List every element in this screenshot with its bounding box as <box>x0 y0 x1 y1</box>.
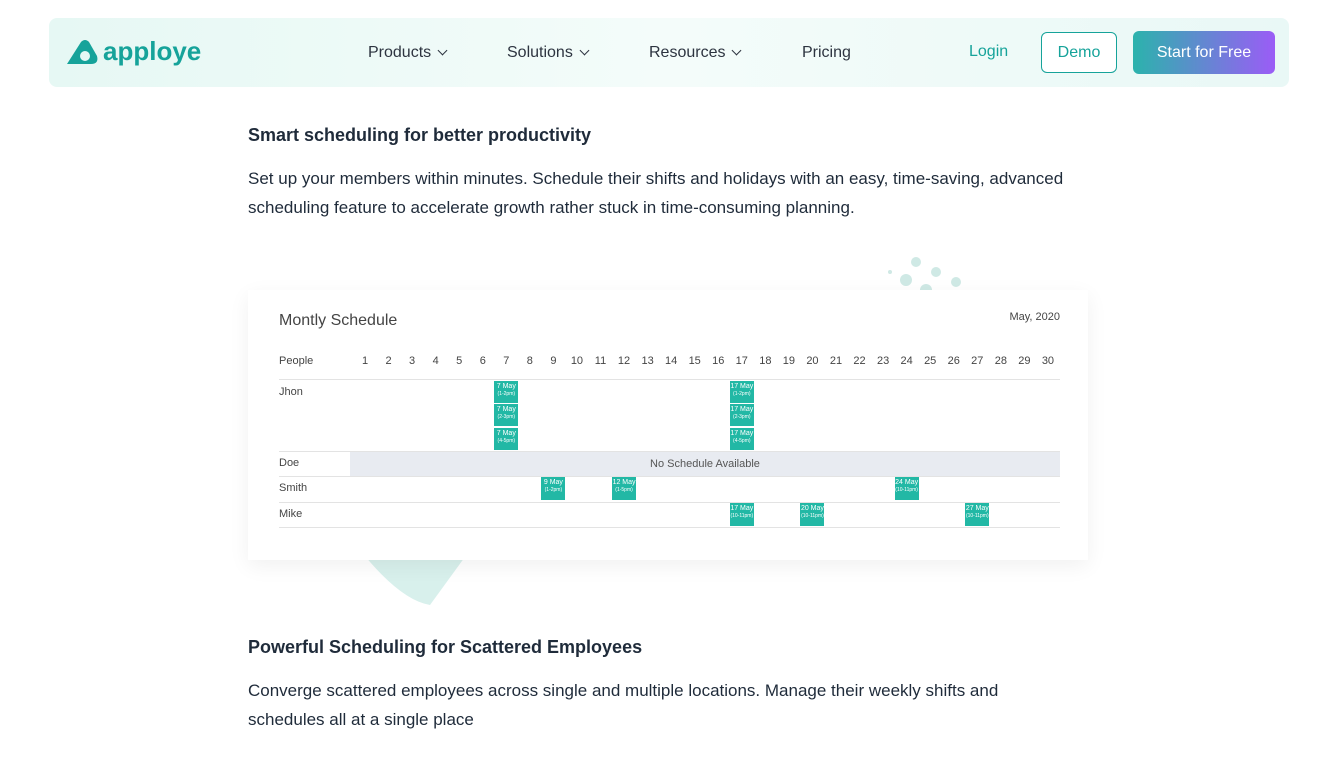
day-header: 9 <box>550 355 557 367</box>
event-label: 24 May <box>895 479 919 486</box>
event-label: 12 May <box>612 479 636 486</box>
day-header: 20 <box>806 355 819 367</box>
divider <box>279 502 1060 503</box>
event-label: 17 May <box>730 505 754 512</box>
day-header: 3 <box>409 355 416 367</box>
day-header: 13 <box>641 355 654 367</box>
divider <box>279 379 1060 380</box>
schedule-event: 24 May (10-11pm) <box>894 477 919 500</box>
person-name: Mike <box>279 508 303 520</box>
decoration <box>360 257 961 605</box>
logo-icon <box>67 40 98 64</box>
section-heading: Powerful Scheduling for Scattered Employ… <box>248 637 643 657</box>
event-time: (2-3pm) <box>733 414 751 421</box>
divider <box>279 451 1060 452</box>
people-header: People <box>279 355 314 367</box>
day-header: 6 <box>479 355 486 367</box>
event-time: (4-5pm) <box>497 437 516 444</box>
day-header: 12 <box>617 355 631 367</box>
schedule-card: Montly Schedule May, 2020 People 1 2 3 4 5 6 7 8 9 1… <box>248 290 1088 560</box>
day-header: 18 <box>759 355 772 367</box>
day-header: 11 <box>594 355 607 367</box>
day-header: 8 <box>526 355 533 367</box>
event-time: (10-11pm) <box>801 513 824 519</box>
section-text: Converge scattered employees across sing… <box>248 681 999 729</box>
navbar: apploye Products Solutions Resources Pri… <box>49 18 1289 87</box>
event-time: (10-11pm) <box>895 487 918 493</box>
schedule-month: May, 2020 <box>1009 311 1060 323</box>
event-label: 7 May <box>496 429 516 437</box>
event-time: (1-2pm) <box>733 391 751 397</box>
nav-link[interactable]: Pricing <box>802 44 851 61</box>
schedule-event: 9 May (1-2pm) <box>541 477 566 500</box>
schedule-event: 7 May (1-2pm) <box>494 381 519 403</box>
divider <box>279 527 1060 528</box>
event-time: (2-3pm) <box>497 414 516 421</box>
schedule-event: 12 May (1-5pm) <box>612 477 637 500</box>
day-header: 21 <box>829 355 843 367</box>
event-time: (4-5pm) <box>733 437 751 444</box>
schedule-event: 17 May (1-2pm) <box>729 381 754 403</box>
event-label: 7 May <box>496 383 516 390</box>
schedule-event: 17 May (4-5pm) <box>729 427 754 450</box>
day-header: 10 <box>570 355 584 367</box>
day-header: 17 <box>735 355 748 367</box>
schedule-event: 7 May (4-5pm) <box>494 427 519 450</box>
event-label: 9 May <box>543 479 563 486</box>
event-time: (1-5pm) <box>615 487 633 493</box>
event-time: (10-11pm) <box>730 513 754 519</box>
demo-button[interactable]: Demo <box>1041 32 1117 73</box>
event-label: 17 May <box>730 406 754 414</box>
schedule-event: 27 May (10-11pm) <box>965 503 990 526</box>
event-label: 27 May <box>965 505 989 512</box>
section-text: Set up your members within minutes. Sche… <box>248 169 1064 217</box>
schedule-event: 7 May (2-3pm) <box>494 404 519 427</box>
day-header: 27 <box>971 355 984 367</box>
divider <box>279 476 1060 477</box>
day-header: 14 <box>665 355 678 367</box>
event-label: 7 May <box>496 406 516 414</box>
nav-link[interactable]: Products <box>368 44 446 62</box>
day-header: 15 <box>688 355 701 367</box>
day-header: 1 <box>361 355 369 367</box>
day-header: 25 <box>924 355 937 367</box>
day-header: 24 <box>900 355 913 367</box>
event-label: 17 May <box>730 383 754 390</box>
event-label: 20 May <box>800 505 824 512</box>
day-header: 29 <box>1018 355 1031 367</box>
schedule-event: 17 May (10-11pm) <box>729 503 754 526</box>
person-name: Smith <box>279 482 308 494</box>
event-time: (1-2pm) <box>544 487 563 493</box>
event-time: (1-2pm) <box>497 391 516 397</box>
login-link[interactable]: Login <box>969 43 1009 60</box>
person-name: Doe <box>279 457 300 469</box>
no-schedule: No Schedule Available <box>350 452 1060 476</box>
day-header: 7 <box>503 355 510 367</box>
day-header: 30 <box>1041 355 1055 367</box>
day-header: 4 <box>432 355 439 367</box>
schedule-event: 17 May (2-3pm) <box>729 404 754 427</box>
nav-link[interactable]: Resources <box>649 44 740 62</box>
event-time: (10-11pm) <box>965 513 989 519</box>
day-header: 19 <box>782 355 796 367</box>
day-header: 23 <box>876 355 890 367</box>
cta-button[interactable]: Start for Free <box>1133 31 1275 74</box>
schedule-title: Montly Schedule <box>279 312 398 329</box>
schedule-event: 20 May (10-11pm) <box>800 503 825 526</box>
day-header: 22 <box>853 355 866 367</box>
person-name: Jhon <box>279 386 303 398</box>
day-header: 5 <box>456 355 463 367</box>
day-header: 2 <box>385 355 392 367</box>
event-label: 17 May <box>730 429 754 437</box>
day-header: 28 <box>994 355 1007 367</box>
day-header: 26 <box>947 355 960 367</box>
nav-link[interactable]: Solutions <box>507 44 588 62</box>
section-heading: Smart scheduling for better productivity <box>248 125 592 145</box>
logo[interactable]: apploye <box>103 36 202 66</box>
day-header: 16 <box>712 355 725 367</box>
